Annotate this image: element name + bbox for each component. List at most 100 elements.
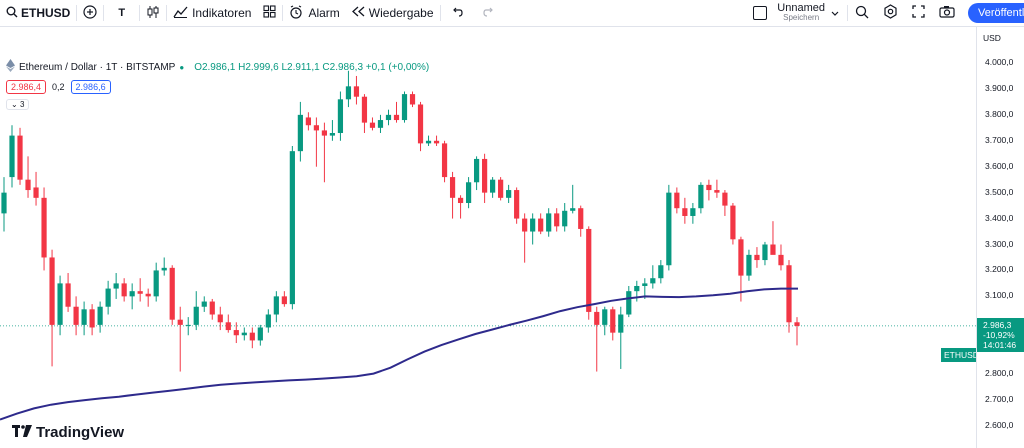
rewind-icon bbox=[351, 6, 365, 20]
candle-body bbox=[209, 301, 215, 315]
chevron-down-icon: ⌄ bbox=[11, 100, 18, 109]
indicators-button[interactable]: Indikatoren bbox=[167, 0, 257, 26]
candle-body bbox=[626, 291, 632, 315]
candle-body bbox=[642, 283, 648, 286]
candle-body bbox=[313, 125, 319, 131]
price-chart[interactable] bbox=[0, 27, 976, 448]
ask-button[interactable]: 2.986,6 bbox=[70, 80, 111, 94]
toolbar-divider bbox=[282, 5, 284, 21]
candle-body bbox=[417, 104, 424, 144]
tradingview-logo[interactable]: TradingView bbox=[12, 424, 124, 441]
camera-icon bbox=[939, 5, 955, 21]
bar-countdown: 14:01:46 bbox=[983, 340, 1017, 350]
candle-body bbox=[594, 311, 600, 325]
layout-menu-button[interactable] bbox=[829, 0, 847, 26]
symbol-description[interactable]: Ethereum / Dollar · 1T · BITSTAMP bbox=[19, 61, 176, 73]
price-tick-label: 3.200,0 bbox=[985, 264, 1014, 275]
candle-body bbox=[754, 254, 760, 261]
quick-search-button[interactable] bbox=[848, 0, 876, 26]
candle-body bbox=[89, 309, 95, 328]
candle-body bbox=[121, 283, 127, 297]
undo-button[interactable] bbox=[441, 0, 473, 26]
candle-body bbox=[241, 332, 247, 336]
candle-body bbox=[546, 213, 552, 232]
alarm-label: Alarm bbox=[308, 6, 340, 20]
last-price-change: -10,92% bbox=[983, 330, 1015, 340]
candle-body bbox=[778, 254, 784, 266]
market-status-icon: ● bbox=[179, 62, 185, 72]
candle-body bbox=[73, 306, 79, 325]
candle-body bbox=[618, 314, 624, 333]
candle-body bbox=[9, 135, 15, 178]
price-tick-label: 3.500,0 bbox=[985, 186, 1014, 197]
indicator-collapse-button[interactable]: ⌄ 3 bbox=[6, 99, 30, 110]
candle-body bbox=[473, 158, 480, 183]
candle-body bbox=[97, 306, 103, 325]
candle-body bbox=[225, 322, 231, 331]
candle-body bbox=[650, 278, 656, 284]
ohlc-values: O2.986,1 H2.999,6 L2.911,1 C2.986,3 +0,1… bbox=[194, 61, 430, 73]
settings-button[interactable] bbox=[876, 0, 905, 26]
fullscreen-button[interactable] bbox=[905, 0, 932, 26]
redo-icon bbox=[482, 6, 495, 20]
chart-pane[interactable]: Ethereum / Dollar · 1T · BITSTAMP ● O2.9… bbox=[0, 27, 982, 448]
candle-body bbox=[33, 187, 39, 198]
alert-button[interactable]: Alarm bbox=[283, 0, 345, 26]
toolbar-divider bbox=[103, 5, 105, 21]
candle-body bbox=[49, 257, 55, 325]
candle-body bbox=[730, 205, 736, 240]
chart-legend: Ethereum / Dollar · 1T · BITSTAMP ● O2.9… bbox=[6, 59, 429, 75]
candle-body bbox=[738, 239, 744, 276]
candle-body bbox=[105, 288, 111, 307]
candle-body bbox=[289, 151, 295, 305]
candle-body bbox=[169, 267, 175, 320]
toolbar-divider bbox=[139, 5, 141, 21]
layout-select-checkbox[interactable] bbox=[747, 0, 773, 26]
snapshot-button[interactable] bbox=[932, 0, 962, 26]
candle-body bbox=[722, 192, 728, 206]
candle-body bbox=[249, 332, 255, 341]
price-tick-label: 3.100,0 bbox=[985, 290, 1014, 301]
candle-body bbox=[377, 120, 384, 128]
replay-button[interactable]: Wiedergabe bbox=[346, 0, 440, 26]
candle-body bbox=[482, 158, 488, 193]
chart-type-button[interactable] bbox=[140, 0, 166, 26]
candle-body bbox=[329, 133, 336, 136]
spread-value: 0,2 bbox=[52, 82, 65, 92]
candle-body bbox=[81, 309, 87, 325]
undo-icon bbox=[451, 6, 463, 20]
candle-body bbox=[602, 309, 608, 325]
currency-selector[interactable]: USD bbox=[983, 33, 1001, 43]
layout-name-button[interactable]: Unnamed Speichern bbox=[773, 3, 829, 23]
price-axis[interactable]: USD 4.000,0 3.900,0 3.800,0 3.700,0 3.600,0 3… bbox=[976, 27, 1024, 448]
interval-button[interactable]: T bbox=[104, 0, 139, 26]
candle-body bbox=[682, 208, 688, 216]
layouts-button[interactable] bbox=[257, 0, 282, 26]
checkbox-icon bbox=[753, 6, 768, 20]
candle-body bbox=[634, 285, 640, 292]
brand-name: TradingView bbox=[36, 424, 125, 441]
price-tick-label: 3.700,0 bbox=[985, 134, 1014, 145]
fullscreen-icon bbox=[912, 5, 925, 21]
price-tick-label: 2.700,0 bbox=[985, 394, 1014, 405]
replay-label: Wiedergabe bbox=[368, 6, 434, 20]
tradingview-logo-icon bbox=[12, 425, 32, 440]
candle-body bbox=[538, 218, 544, 232]
publish-button[interactable]: Veröffentl bbox=[968, 3, 1024, 23]
candle-body bbox=[201, 301, 207, 307]
candle-body bbox=[490, 179, 496, 193]
toolbar-divider bbox=[439, 5, 441, 21]
redo-button[interactable] bbox=[473, 0, 505, 26]
price-tick-label: 2.800,0 bbox=[985, 368, 1014, 379]
compare-symbol-button[interactable] bbox=[77, 0, 103, 26]
symbol-search-button[interactable]: ETHUSD bbox=[0, 0, 76, 26]
candle-body bbox=[57, 283, 63, 325]
candle-body bbox=[425, 140, 432, 144]
candle-body bbox=[265, 314, 271, 328]
candle-body bbox=[385, 114, 392, 121]
candle-body bbox=[153, 270, 159, 297]
candle-body bbox=[1, 192, 7, 214]
candle-body bbox=[193, 306, 199, 325]
candle-body bbox=[666, 192, 672, 266]
bid-button[interactable]: 2.986,4 bbox=[6, 80, 47, 94]
